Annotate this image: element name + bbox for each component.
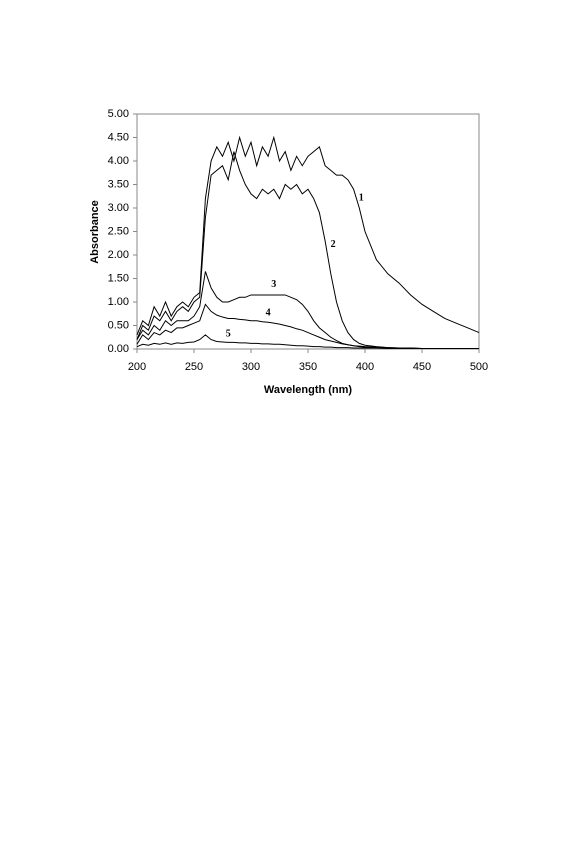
- y-tick-label: 2.00: [108, 249, 129, 261]
- x-axis-label: Wavelength (nm): [264, 384, 353, 396]
- y-tick-label: 3.50: [108, 178, 129, 190]
- y-tick-label: 0.00: [108, 343, 129, 355]
- series-label: 2: [331, 239, 336, 250]
- y-tick-label: 4.50: [108, 131, 129, 143]
- x-tick-label: 300: [242, 361, 260, 373]
- y-tick-label: 2.50: [108, 225, 129, 237]
- series-label: 4: [266, 308, 271, 319]
- y-tick-label: 5.00: [108, 108, 129, 120]
- series-line: [136, 135, 480, 336]
- series-line: [136, 334, 434, 350]
- y-tick-label: 1.50: [108, 272, 129, 284]
- series-line: [136, 271, 479, 350]
- x-tick-label: 250: [185, 361, 203, 373]
- x-tick-label: 400: [356, 361, 374, 373]
- y-tick-label: 3.00: [108, 202, 129, 214]
- x-tick-label: 200: [128, 361, 146, 373]
- y-tick-label: 1.00: [108, 296, 129, 308]
- plot-frame: [136, 113, 480, 350]
- series-line: [136, 151, 479, 350]
- series-label: 1: [359, 192, 364, 203]
- series-label: 5: [226, 329, 231, 340]
- x-tick-label: 350: [299, 361, 317, 373]
- series-label: 3: [271, 279, 276, 290]
- series-line: [136, 303, 479, 350]
- x-tick-label: 450: [413, 361, 431, 373]
- y-tick-label: 4.00: [108, 155, 129, 167]
- x-tick-label: 500: [470, 361, 488, 373]
- y-axis-label: Absorbance: [89, 200, 101, 264]
- y-tick-label: 0.50: [108, 319, 129, 331]
